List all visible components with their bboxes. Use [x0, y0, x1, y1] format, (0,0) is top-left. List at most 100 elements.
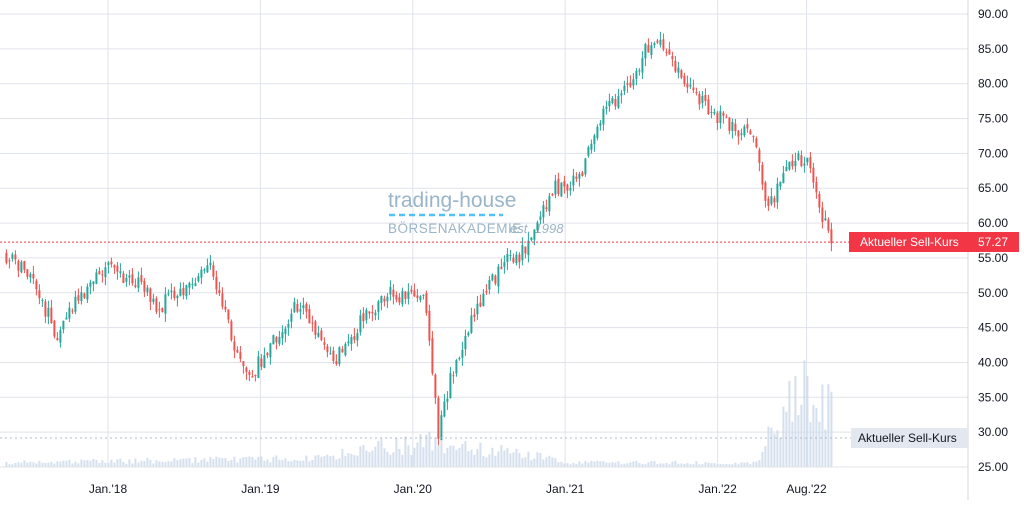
candle-body — [74, 296, 77, 312]
volume-bar — [158, 461, 161, 467]
candle-body — [524, 246, 527, 254]
y-tick-label: 55.00 — [978, 251, 1008, 265]
watermark-title: trading-house — [388, 189, 516, 212]
volume-bar — [755, 461, 758, 467]
candle-body — [299, 309, 302, 312]
volume-bar — [104, 462, 107, 467]
volume-bar — [68, 459, 71, 467]
candle-body — [611, 97, 614, 103]
candle-body — [641, 58, 644, 73]
candle-body — [227, 309, 230, 320]
candle-body — [776, 183, 779, 203]
candle-body — [362, 313, 365, 322]
candle-body — [779, 181, 782, 187]
volume-bar — [167, 461, 170, 467]
candle-body — [350, 337, 353, 344]
candle-body — [521, 245, 524, 261]
candle-body — [200, 269, 203, 278]
volume-bar — [716, 464, 719, 467]
candle-body — [503, 262, 506, 267]
volume-bar — [602, 461, 605, 467]
y-tick-label: 90.00 — [978, 7, 1008, 21]
volume-bar — [458, 447, 461, 467]
volume-bar — [521, 457, 524, 467]
volume-bar — [503, 450, 506, 467]
candle-body — [554, 180, 557, 195]
candle-body — [125, 277, 128, 282]
volume-bar — [731, 464, 734, 467]
candle-body — [764, 182, 767, 201]
candle-body — [104, 267, 107, 278]
candle-body — [704, 95, 707, 102]
volume-bar — [827, 384, 830, 467]
candle-body — [242, 361, 245, 367]
candle-body — [578, 173, 581, 179]
candle-body — [305, 304, 308, 312]
volume-bar — [341, 449, 344, 467]
candle-body — [107, 262, 110, 266]
candle-body — [248, 371, 251, 375]
volume-bar — [353, 455, 356, 467]
volume-bar — [362, 444, 365, 467]
volume-bar — [260, 456, 263, 467]
volume-bar — [278, 459, 281, 467]
candle-body — [608, 101, 611, 107]
candle-body — [395, 295, 398, 300]
candle-body — [452, 375, 455, 377]
volume-bar — [152, 463, 155, 467]
candle-body — [602, 108, 605, 125]
candle-body — [473, 314, 476, 317]
volume-bar — [788, 380, 791, 467]
candle-body — [8, 260, 11, 262]
candle-body — [389, 287, 392, 295]
y-tick-label: 50.00 — [978, 286, 1008, 300]
candle-body — [62, 320, 65, 330]
candle-body — [89, 282, 92, 287]
candle-body — [320, 330, 323, 340]
candle-body — [257, 356, 260, 378]
volume-bar — [776, 430, 779, 467]
candle-body — [407, 291, 410, 299]
volume-bar — [446, 447, 449, 467]
volume-bar — [35, 463, 38, 467]
candle-body — [278, 337, 281, 344]
candle-body — [596, 126, 599, 139]
volume-bar — [149, 459, 152, 467]
price-line — [0, 241, 968, 439]
volume-bar — [641, 463, 644, 467]
candle-body — [530, 237, 533, 241]
candle-body — [614, 99, 617, 107]
candle-body — [296, 303, 299, 312]
volume-bar — [428, 431, 431, 467]
candle-body — [455, 360, 458, 374]
volume-bar — [92, 458, 95, 467]
volume-bar — [95, 459, 98, 467]
volume-bar — [611, 462, 614, 467]
volume-bar — [413, 447, 416, 467]
volume-bar — [722, 464, 725, 467]
candle-body — [590, 143, 593, 150]
candle-body — [116, 265, 119, 272]
volume-bar — [26, 462, 29, 467]
candle-body — [173, 290, 176, 299]
volume-bar — [608, 462, 611, 467]
candle-body — [149, 288, 152, 302]
volume-bar — [698, 464, 701, 467]
candle-body — [782, 173, 785, 184]
candle-body — [500, 266, 503, 269]
volume-bar — [14, 463, 17, 467]
candle-body — [791, 160, 794, 167]
candle-body — [317, 332, 320, 337]
candle-body — [626, 83, 629, 85]
candle-body — [506, 253, 509, 262]
volume-bar — [818, 421, 821, 467]
volume-bar — [440, 435, 443, 467]
volume-bar — [119, 458, 122, 467]
candle-body — [431, 338, 434, 374]
volume-bar — [332, 455, 335, 467]
candle-body — [254, 374, 257, 376]
volume-bar — [773, 433, 776, 467]
volume-bar — [800, 404, 803, 467]
volume-bar — [110, 459, 113, 467]
volume-bar — [497, 451, 500, 467]
